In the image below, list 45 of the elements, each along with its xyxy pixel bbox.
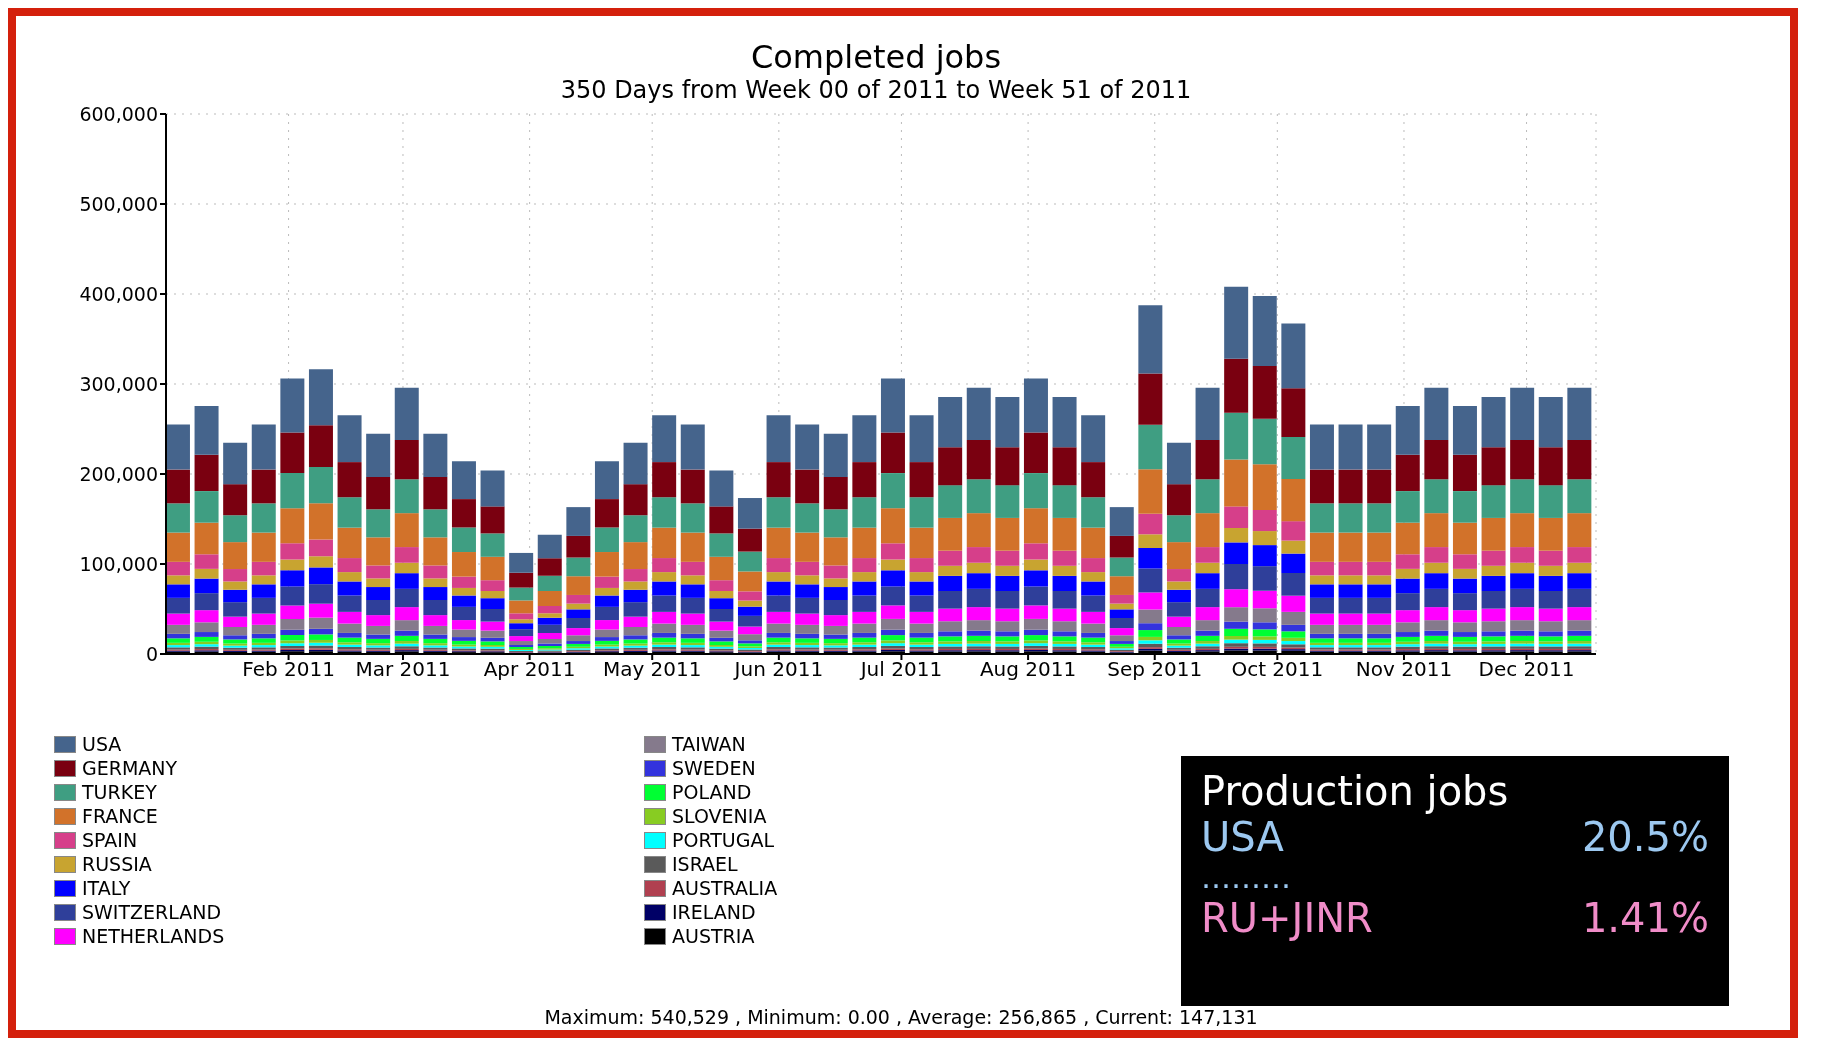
x-tick-label: Dec 2011 [1478, 657, 1575, 682]
y-tick-label: 500,000 [79, 192, 158, 215]
legend-label: SLOVENIA [672, 805, 767, 827]
legend-label: TURKEY [82, 781, 157, 803]
y-tick-label: 100,000 [79, 552, 158, 575]
legend-label: SWEDEN [672, 757, 756, 779]
x-tick-label: May 2011 [602, 657, 702, 682]
y-tick-label: 300,000 [79, 372, 158, 395]
legend-label: PORTUGAL [672, 829, 775, 851]
text: USA [1201, 814, 1284, 860]
legend-label: GERMANY [82, 757, 178, 779]
x-tick-label: Nov 2011 [1355, 657, 1453, 682]
y-tick-label: 600,000 [79, 102, 158, 125]
legend-label: AUSTRIA [672, 925, 755, 947]
x-tick-label: Oct 2011 [1231, 657, 1324, 682]
legend-label: SPAIN [82, 829, 138, 851]
legend-label: ISRAEL [672, 853, 738, 875]
text: 20.5% [1581, 814, 1709, 860]
legend-label: FRANCE [82, 805, 158, 827]
legend-label: IRELAND [672, 901, 756, 923]
text: Production jobs [1201, 768, 1510, 814]
text: 1.41% [1581, 895, 1709, 941]
x-tick-label: Jun 2011 [732, 657, 824, 682]
legend-label: ITALY [82, 877, 131, 899]
chart-title: Completed jobs [749, 38, 1003, 76]
x-tick-label: Sep 2011 [1107, 657, 1203, 682]
text: ……… [1201, 860, 1292, 895]
chart-subtitle: 350 Days from Week 00 of 2011 to Week 51 of 2011 [559, 76, 1193, 104]
legend-label: AUSTRALIA [672, 877, 778, 899]
y-tick-label: 400,000 [79, 282, 158, 305]
x-tick-label: Jul 2011 [858, 657, 943, 682]
y-tick-label: 0 [145, 642, 158, 665]
legend-label: NETHERLANDS [82, 925, 225, 947]
text: RU+JINR [1201, 895, 1373, 941]
text: Maximum: 540,529 , Minimum: 0.00 , Average: 256,865 , Current: 147,131 [16, 1006, 1786, 1028]
y-tick-label: 200,000 [79, 462, 158, 485]
legend-label: RUSSIA [82, 853, 152, 875]
legend-label: TAIWAN [672, 733, 746, 755]
legend-label: POLAND [672, 781, 752, 803]
legend-label: USA [82, 733, 122, 755]
legend-label: SWITZERLAND [82, 901, 222, 923]
x-tick-label: Feb 2011 [242, 657, 335, 682]
x-tick-label: Aug 2011 [979, 657, 1077, 682]
x-tick-label: Apr 2011 [483, 657, 576, 682]
x-tick-label: Mar 2011 [355, 657, 451, 682]
